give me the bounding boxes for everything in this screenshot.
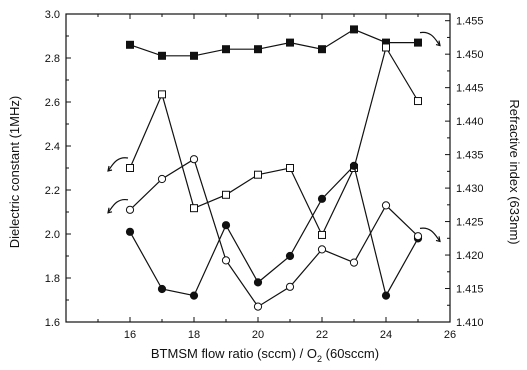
y-right-tick-label: 1.420 <box>456 250 484 262</box>
y-right-tick-label: 1.410 <box>456 317 484 329</box>
y-right-tick-label: 1.435 <box>456 150 484 162</box>
data-point-square-open <box>382 43 390 52</box>
axis-indicator-arrowhead <box>435 40 441 47</box>
data-point-circle-open <box>157 174 167 184</box>
y-right-tick-label: 1.440 <box>456 116 484 128</box>
data-point-square-open <box>222 190 230 199</box>
data-point-circle-filled <box>317 194 327 203</box>
y-left-tick-label: 2.8 <box>45 53 60 65</box>
y-left-tick-label: 2.0 <box>45 229 60 241</box>
data-point-square-filled <box>222 45 230 54</box>
y-left-tick-label: 3.0 <box>45 9 60 21</box>
axis-indicator-arrow <box>419 227 441 242</box>
axis-indicator-arrow <box>107 198 129 214</box>
data-point-circle-filled <box>381 291 391 300</box>
y-right-tick-label: 1.450 <box>456 49 484 61</box>
data-point-circle-filled <box>253 278 263 287</box>
y-right-tick-label: 1.445 <box>456 83 484 95</box>
data-point-square-open <box>286 164 294 172</box>
data-point-square-filled <box>158 51 166 60</box>
data-point-circle-filled <box>125 227 135 236</box>
data-point-circle-filled <box>221 221 231 230</box>
y-axis-right-title: Refractive index (633nm) <box>507 99 522 244</box>
data-point-square-open <box>318 230 326 239</box>
data-point-square-filled <box>350 25 358 34</box>
series-line-square-filled <box>129 28 418 57</box>
data-point-circle-open <box>317 245 327 254</box>
data-point-square-filled <box>318 45 326 54</box>
y-left-tick-label: 1.6 <box>45 317 60 329</box>
data-point-circle-filled <box>349 161 359 170</box>
data-point-circle-open <box>413 232 423 241</box>
data-point-circle-filled <box>157 284 167 294</box>
data-point-circle-filled <box>285 251 295 261</box>
data-point-square-filled <box>190 51 198 60</box>
y-left-tick-label: 1.8 <box>45 273 60 285</box>
y-right-tick-label: 1.425 <box>456 217 484 229</box>
y-left-tick-label: 2.6 <box>45 97 60 109</box>
series-line-square-open <box>129 45 419 237</box>
axis-indicator-arrow <box>107 157 129 172</box>
series-line-circle-filled <box>129 164 419 298</box>
x-axis-title: BTMSM flow ratio (sccm) / O2 (60sccm) <box>151 346 379 364</box>
data-point-square-filled <box>286 38 294 47</box>
x-tick-label: 20 <box>252 329 264 341</box>
axis-indicator-arrow <box>419 31 441 46</box>
y-right-tick-label: 1.455 <box>456 16 484 28</box>
y-left-tick-label: 2.4 <box>45 141 60 153</box>
axis-indicator-arrowhead <box>107 207 113 214</box>
data-point-circle-open <box>253 302 263 311</box>
x-tick-label: 26 <box>444 329 456 341</box>
data-point-circle-open <box>125 205 135 214</box>
data-point-circle-open <box>381 201 391 210</box>
data-point-square-filled <box>126 40 134 49</box>
axis-indicator-arrowhead <box>107 165 113 172</box>
x-tick-label: 18 <box>188 329 200 341</box>
y-right-tick-label: 1.415 <box>456 284 484 296</box>
data-point-circle-open <box>349 258 359 267</box>
x-tick-label: 24 <box>380 329 392 341</box>
data-point-square-open <box>190 204 198 213</box>
y-left-tick-label: 2.2 <box>45 185 60 197</box>
data-point-circle-open <box>285 282 295 291</box>
data-point-square-open <box>414 97 422 106</box>
x-tick-label: 22 <box>316 329 328 341</box>
y-right-tick-label: 1.430 <box>456 183 484 195</box>
axis-indicator-arrowhead <box>435 236 441 243</box>
data-point-square-open <box>126 164 134 172</box>
data-point-square-open <box>254 170 262 179</box>
data-point-square-filled <box>254 45 262 54</box>
x-tick-label: 16 <box>124 329 136 341</box>
data-point-square-filled <box>414 38 422 47</box>
data-point-square-open <box>158 90 166 99</box>
y-axis-left-title: Dielectric constant (1MHz) <box>7 96 22 248</box>
plot-frame <box>65 13 451 323</box>
data-point-circle-filled <box>189 291 199 300</box>
data-point-circle-open <box>221 256 231 265</box>
series-line-circle-open <box>129 158 419 308</box>
data-point-circle-open <box>189 155 199 164</box>
